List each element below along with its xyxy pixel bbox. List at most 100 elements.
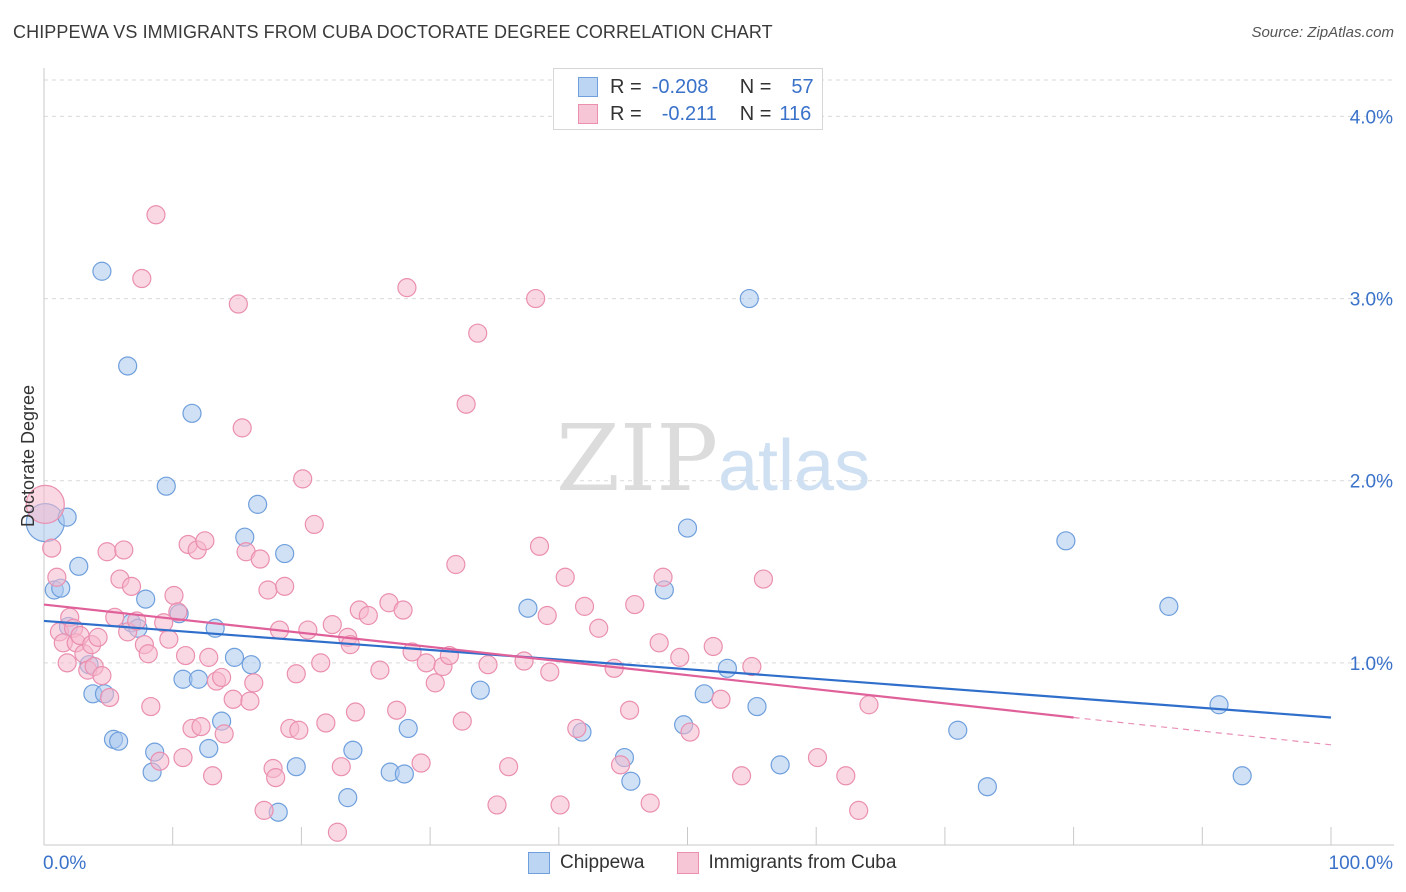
cuba-point	[316, 713, 336, 733]
cuba-point	[446, 554, 466, 575]
cuba-point	[670, 647, 690, 667]
cuba-swatch	[578, 104, 598, 124]
cuba-point	[452, 711, 472, 731]
chippewa-point	[948, 720, 968, 740]
cuba-point	[555, 567, 575, 587]
n-value: 57	[791, 75, 814, 98]
cuba-point	[100, 687, 120, 708]
cuba-point	[97, 542, 117, 562]
cuba-point	[304, 514, 324, 535]
cuba-point	[132, 268, 152, 289]
chippewa-point	[739, 288, 759, 309]
y-tick-label: 2.0%	[1350, 472, 1393, 493]
chippewa-point	[770, 755, 790, 775]
r-label: R =	[610, 102, 642, 125]
cuba-point	[146, 205, 166, 225]
gridlines	[44, 79, 1394, 664]
cuba-point	[42, 538, 62, 558]
cuba-point	[114, 540, 134, 560]
chippewa-swatch	[578, 77, 598, 97]
cuba-point	[293, 469, 313, 489]
cuba-point	[331, 757, 351, 777]
chippewa-point	[182, 403, 202, 423]
chart-title: CHIPPEWA VS IMMIGRANTS FROM CUBA DOCTORA…	[13, 22, 773, 42]
axes	[43, 68, 1394, 846]
cuba-point	[195, 531, 215, 551]
cuba-point	[254, 800, 274, 820]
cuba-point	[529, 536, 550, 556]
watermark: ZIP atlas	[556, 405, 870, 512]
cuba-point	[223, 689, 243, 709]
cuba-point	[88, 627, 108, 647]
cuba-point	[711, 689, 731, 709]
n-label: N =	[739, 75, 772, 98]
cuba-point	[619, 700, 640, 720]
legend-label-chippewa: Chippewa	[560, 852, 645, 873]
cuba-point	[540, 662, 560, 682]
cuba-point	[327, 822, 348, 842]
legend-item-chippewa: Chippewa	[528, 852, 645, 874]
r-value: -0.211	[661, 102, 717, 125]
cuba-points	[25, 205, 879, 842]
cuba-swatch	[676, 852, 699, 874]
x-tick-label-max: 100.0%	[1329, 853, 1394, 874]
cuba-trend-line	[43, 603, 1074, 719]
chippewa-trend-line	[43, 619, 1332, 719]
trend-lines	[43, 603, 1332, 746]
r-value: -0.208	[651, 75, 709, 98]
series-legend: Chippewa Immigrants from Cuba	[528, 852, 928, 874]
chippewa-point	[156, 476, 176, 496]
source-label: Source: ZipAtlas.com	[1251, 24, 1394, 41]
cuba-point	[25, 484, 65, 524]
chippewa-point	[188, 669, 209, 689]
cuba-point	[653, 567, 673, 587]
cuba-point	[286, 664, 306, 684]
cuba-point	[393, 600, 413, 620]
chippewa-point	[343, 740, 363, 760]
chippewa-point	[338, 788, 358, 808]
chippewa-point	[621, 771, 641, 791]
cuba-point	[311, 653, 331, 673]
cuba-point	[499, 757, 519, 777]
legend-row-cuba: R = -0.211 N = 116	[578, 102, 811, 126]
chippewa-point	[1232, 766, 1252, 786]
cuba-point	[168, 602, 188, 622]
cuba-point	[849, 800, 869, 820]
cuba-point	[567, 718, 587, 739]
y-axis-title: Doctorate Degree	[18, 385, 38, 527]
cuba-point	[387, 700, 407, 720]
cuba-point	[416, 653, 436, 673]
chippewa-point	[118, 356, 138, 376]
cuba-point	[859, 695, 879, 715]
cuba-point	[150, 751, 170, 771]
cuba-point	[250, 549, 270, 569]
r-label: R =	[610, 75, 642, 98]
legend-label-cuba: Immigrants from Cuba	[708, 852, 897, 873]
chippewa-point	[518, 598, 538, 618]
chippewa-point	[977, 777, 997, 797]
cuba-trend-extension	[1073, 716, 1332, 746]
chippewa-point	[224, 647, 245, 667]
chippewa-point	[694, 684, 714, 704]
cuba-point	[266, 768, 286, 788]
cuba-point	[358, 605, 378, 626]
cuba-point	[574, 596, 595, 616]
cuba-point	[199, 647, 219, 667]
chippewa-point	[69, 556, 89, 576]
cuba-point	[456, 394, 476, 414]
cuba-point	[164, 585, 184, 606]
x-tick-label-min: 0.0%	[43, 853, 86, 874]
cuba-point	[478, 655, 498, 675]
cuba-point	[138, 644, 158, 664]
cuba-point	[411, 753, 431, 773]
y-tick-label: 1.0%	[1350, 654, 1393, 675]
chippewa-point	[398, 718, 418, 739]
cuba-point	[526, 288, 546, 309]
cuba-point	[610, 755, 631, 775]
cuba-point	[487, 795, 507, 815]
cuba-point	[589, 618, 609, 638]
cuba-point	[258, 580, 278, 600]
chippewa-point	[136, 589, 156, 609]
cuba-point	[92, 666, 112, 686]
watermark-zip: ZIP	[556, 405, 718, 512]
